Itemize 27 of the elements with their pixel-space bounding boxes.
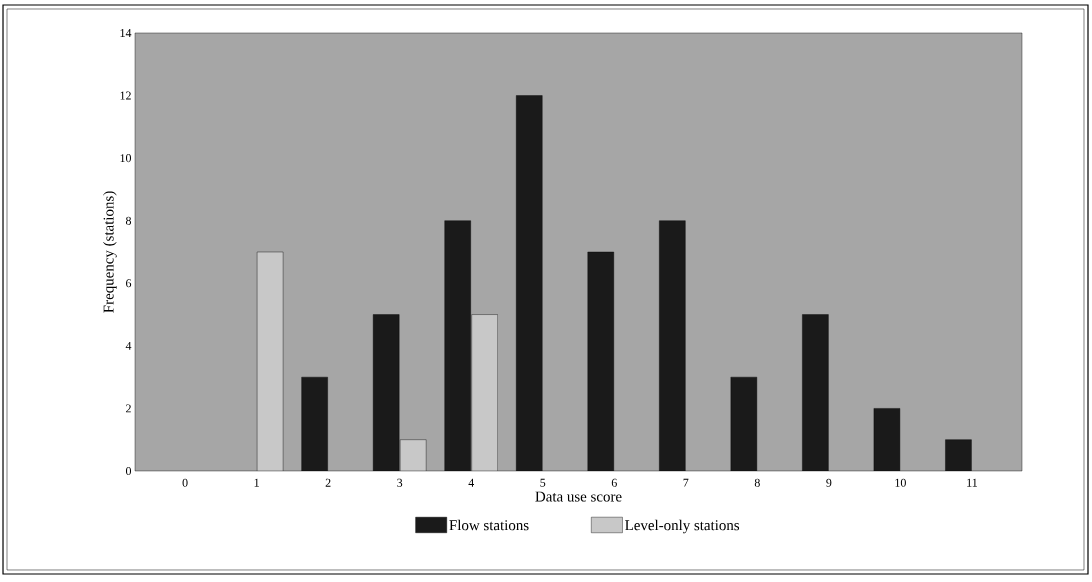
y-tick-label: 14 bbox=[120, 29, 132, 37]
x-tick-label: 7 bbox=[683, 478, 689, 487]
x-tick-label: 11 bbox=[967, 478, 977, 487]
y-tick-label: 8 bbox=[125, 216, 132, 225]
bar bbox=[256, 251, 284, 471]
y-tick-label: 12 bbox=[120, 91, 131, 100]
x-tick-label: 3 bbox=[397, 478, 403, 487]
y-tick-label: 4 bbox=[125, 341, 132, 350]
x-tick-label: 5 bbox=[540, 478, 546, 487]
y-tick-label: 10 bbox=[120, 154, 132, 163]
bar bbox=[471, 314, 498, 471]
x-tick-label: 4 bbox=[468, 478, 475, 487]
x-tick-label: 9 bbox=[826, 478, 832, 487]
y-tick-label: 2 bbox=[126, 404, 131, 413]
x-axis-title: Data use score bbox=[535, 491, 622, 502]
x-tick-label: 0 bbox=[182, 478, 188, 487]
x-tick-label: 6 bbox=[611, 478, 617, 487]
x-tick-label: 8 bbox=[754, 478, 760, 487]
y-tick-label: 6 bbox=[126, 279, 132, 288]
x-tick-label: 2 bbox=[325, 478, 331, 487]
legend-label: Flow stations bbox=[449, 519, 529, 531]
bar bbox=[399, 439, 427, 471]
x-tick-label: 10 bbox=[895, 478, 906, 487]
y-axis-title: Frequency (stations) bbox=[103, 191, 117, 313]
y-tick-label: 0 bbox=[125, 466, 132, 476]
legend-label: Level-only stations bbox=[625, 519, 740, 534]
x-tick-label: 1 bbox=[254, 478, 259, 487]
